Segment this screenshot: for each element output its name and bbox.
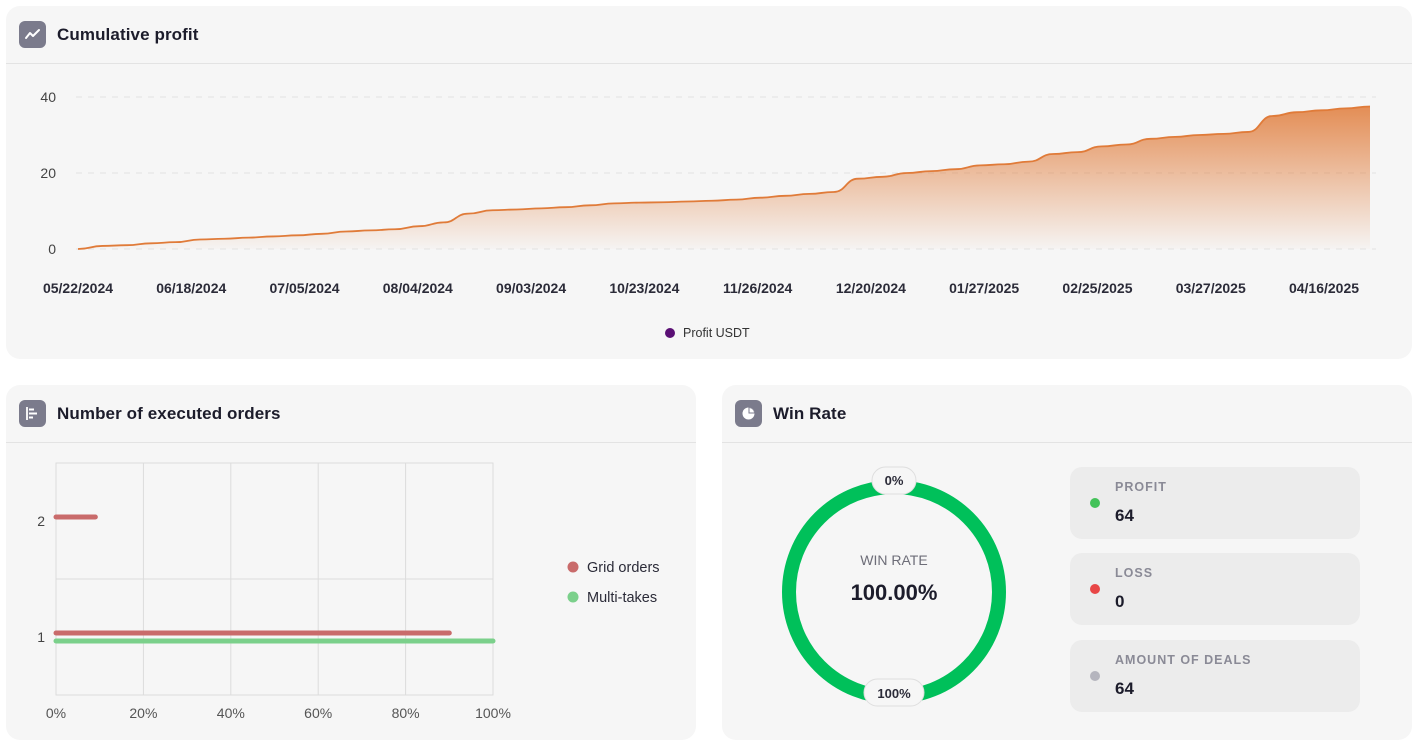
executed-orders-header: Number of executed orders (6, 385, 696, 443)
win-rate-center-label: WIN RATE (860, 552, 927, 568)
stat-loss-dot (1090, 584, 1100, 594)
x-tick-label: 06/18/2024 (156, 280, 226, 296)
executed-orders-card: Number of executed orders 1 2 0% 20% 40% 60%… (6, 385, 696, 740)
profit-line (77, 105, 1371, 250)
stat-profit-label: PROFIT (1115, 480, 1167, 494)
y-tick-label: 0 (48, 241, 56, 257)
legend-dot-multi-takes (567, 591, 579, 603)
pie-chart-icon (735, 400, 762, 427)
top-badge-label: 0% (885, 473, 904, 488)
x-tick-label: 12/20/2024 (836, 280, 906, 296)
legend-label-multi-takes: Multi-takes (587, 590, 657, 606)
x-tick-label: 08/04/2024 (383, 280, 453, 296)
win-rate-header: Win Rate (722, 385, 1412, 443)
x-tick-label: 20% (129, 705, 157, 721)
stat-profit-dot (1090, 498, 1100, 508)
top-badge: 0% (871, 466, 917, 495)
cumulative-profit-title: Cumulative profit (57, 24, 199, 44)
x-tick-label: 02/25/2025 (1062, 280, 1132, 296)
x-tick-label: 01/27/2025 (949, 280, 1019, 296)
bottom-badge-label: 100% (877, 686, 911, 701)
win-rate-ring: WIN RATE 100.00% 0% 100% (782, 466, 1006, 707)
executed-orders-chart: 1 2 0% 20% 40% 60% 80% 100% Grid orders Multi-t… (37, 462, 660, 721)
profit-area (78, 106, 1370, 249)
legend-dot-profit-usdt (665, 328, 675, 338)
stat-amount-of-deals-value: 64 (1115, 679, 1134, 698)
x-tick-label: 80% (392, 705, 420, 721)
x-tick-label: 100% (475, 705, 511, 721)
legend-label-profit-usdt: Profit USDT (683, 326, 750, 340)
cumulative-profit-header: Cumulative profit (6, 6, 1412, 64)
x-tick-label: 07/05/2024 (270, 280, 340, 296)
x-tick-label: 03/27/2025 (1176, 280, 1246, 296)
x-tick-label: 10/23/2024 (609, 280, 679, 296)
y-tick-label: 20 (40, 165, 56, 181)
y-tick-label: 2 (37, 513, 45, 529)
executed-orders-title: Number of executed orders (57, 403, 281, 423)
stat-profit-value: 64 (1115, 506, 1134, 525)
x-tick-label: 11/26/2024 (723, 280, 793, 296)
win-rate-center-value: 100.00% (851, 580, 938, 605)
stat-loss-label: LOSS (1115, 566, 1154, 580)
stat-amount-of-deals-dot (1090, 671, 1100, 681)
x-tick-label: 04/16/2025 (1289, 280, 1359, 296)
x-tick-label: 09/03/2024 (496, 280, 566, 296)
trend-line-icon (19, 21, 46, 48)
stat-profit: PROFIT 64 (1070, 467, 1360, 539)
bar-chart-icon (19, 400, 46, 427)
win-rate-card: Win Rate WIN RATE 100.00% 0% 100% PROFIT… (722, 385, 1412, 740)
y-tick-label: 40 (40, 89, 56, 105)
x-tick-label: 0% (46, 705, 66, 721)
x-tick-label: 40% (217, 705, 245, 721)
x-tick-label: 60% (304, 705, 332, 721)
y-tick-label: 1 (37, 629, 45, 645)
legend-label-grid-orders: Grid orders (587, 560, 660, 576)
x-tick-label: 05/22/2024 (43, 280, 113, 296)
cumulative-profit-card: Cumulative profit 0 20 40 05/22/2024 06/18/… (6, 6, 1412, 359)
win-rate-title: Win Rate (773, 403, 847, 423)
bottom-badge: 100% (863, 678, 925, 707)
legend-dot-grid-orders (567, 561, 579, 573)
stat-loss: LOSS 0 (1070, 553, 1360, 625)
stat-amount-of-deals: AMOUNT OF DEALS 64 (1070, 640, 1360, 712)
cumulative-profit-chart: 0 20 40 05/22/2024 06/18/2024 07/05/2024 08/0… (40, 89, 1376, 340)
stat-loss-value: 0 (1115, 592, 1125, 611)
stat-amount-of-deals-label: AMOUNT OF DEALS (1115, 653, 1252, 667)
